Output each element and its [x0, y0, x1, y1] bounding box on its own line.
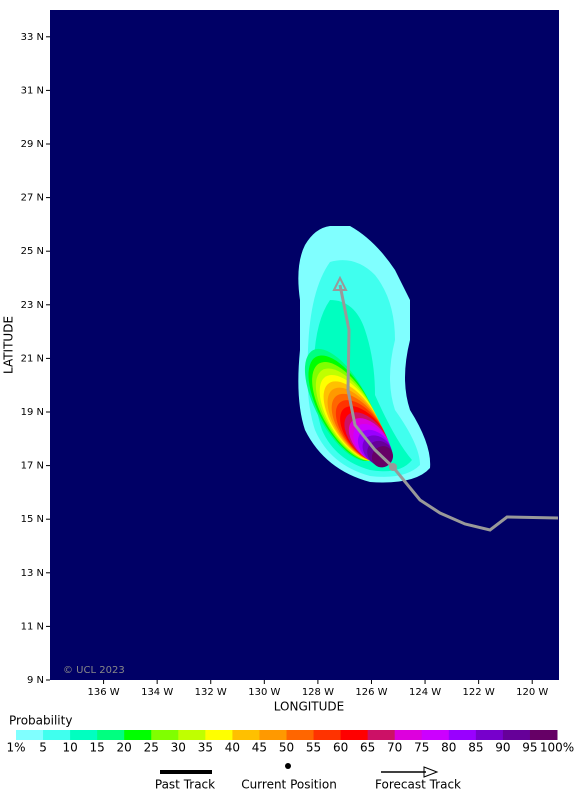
- copyright: © UCL 2023: [63, 665, 125, 676]
- legend-label: 60: [333, 741, 348, 755]
- position-sample: [285, 763, 291, 769]
- y-tick-label: 33 N: [21, 32, 44, 43]
- legend: 1% 5 10 15 20 25 30 35 40 45 50 55 60 65 70 75 80 85 90 95 1…: [6, 730, 574, 755]
- ticks: 136 W 134 W 132 W 130 W 128 W 126 W 124 W 122 W…: [21, 32, 549, 698]
- y-tick-label: 15 N: [21, 514, 44, 525]
- y-tick-label: 19 N: [21, 407, 44, 418]
- y-axis-label: LATITUDE: [2, 316, 16, 374]
- y-tick-label: 25 N: [21, 246, 44, 257]
- current-position: [389, 463, 397, 471]
- legend-label: 85: [468, 741, 483, 755]
- legend-label: 15: [90, 741, 105, 755]
- legend-swatch: [259, 730, 287, 740]
- legend-label: 75: [414, 741, 429, 755]
- x-tick-label: 134 W: [141, 687, 173, 698]
- legend-label: 90: [495, 741, 510, 755]
- y-tick-label: 31 N: [21, 85, 44, 96]
- legend-swatch: [232, 730, 260, 740]
- legend-label: 35: [198, 741, 213, 755]
- legend-swatch: [16, 730, 44, 740]
- legend-label: 55: [306, 741, 321, 755]
- legend-label: 45: [252, 741, 267, 755]
- y-tick-label: 9 N: [27, 675, 44, 686]
- legend-label: 25: [144, 741, 159, 755]
- legend-label: 1%: [6, 741, 25, 755]
- x-tick-label: 126 W: [355, 687, 387, 698]
- legend-swatch: [313, 730, 342, 740]
- y-tick-label: 27 N: [21, 193, 44, 204]
- y-tick-label: 23 N: [21, 300, 44, 311]
- legend-swatch: [421, 730, 450, 740]
- legend-swatch: [205, 730, 233, 740]
- legend-swatch: [502, 730, 531, 740]
- x-tick-label: 124 W: [409, 687, 441, 698]
- legend-swatch: [394, 730, 423, 740]
- legend-swatch: [124, 730, 152, 740]
- forecast-track: [338, 284, 559, 532]
- x-axis-label: LONGITUDE: [274, 700, 344, 714]
- x-tick-label: 128 W: [302, 687, 334, 698]
- legend-label: 10: [62, 741, 77, 755]
- x-tick-label: 136 W: [88, 687, 120, 698]
- legend-label: 80: [441, 741, 456, 755]
- forecast-arrow-sample: [423, 766, 439, 778]
- legend-label: 40: [225, 741, 240, 755]
- legend-title: Probability: [9, 714, 72, 728]
- legend-label: 20: [117, 741, 132, 755]
- legend-swatch: [70, 730, 98, 740]
- legend-forecast: Forecast Track: [375, 778, 461, 792]
- y-tick-label: 29 N: [21, 139, 44, 150]
- x-tick-label: 132 W: [195, 687, 227, 698]
- legend-swatch: [151, 730, 179, 740]
- y-tick-label: 17 N: [21, 461, 44, 472]
- legend-label: 5: [39, 741, 47, 755]
- legend-swatch: [43, 730, 71, 740]
- legend-swatch: [367, 730, 396, 740]
- y-tick-label: 11 N: [21, 621, 44, 632]
- legend-past: Past Track: [155, 778, 215, 792]
- legend-swatch: [97, 730, 125, 740]
- legend-swatch: [340, 730, 369, 740]
- legend-swatch: [448, 730, 477, 740]
- legend-label: 30: [171, 741, 186, 755]
- legend-swatch: [475, 730, 504, 740]
- x-tick-label: 122 W: [463, 687, 495, 698]
- y-tick-label: 13 N: [21, 568, 44, 579]
- legend-swatch: [286, 730, 315, 740]
- track-arrow: [332, 275, 348, 291]
- x-tick-label: 120 W: [516, 687, 548, 698]
- legend-swatch: [178, 730, 206, 740]
- legend-current: Current Position: [241, 778, 337, 792]
- x-tick-label: 130 W: [248, 687, 280, 698]
- legend-label: 65: [360, 741, 375, 755]
- legend-swatch: [529, 730, 558, 740]
- legend-label: 100%: [540, 741, 574, 755]
- legend-label: 70: [387, 741, 402, 755]
- y-tick-label: 21 N: [21, 353, 44, 364]
- legend-label: 95: [522, 741, 537, 755]
- legend-label: 50: [279, 741, 294, 755]
